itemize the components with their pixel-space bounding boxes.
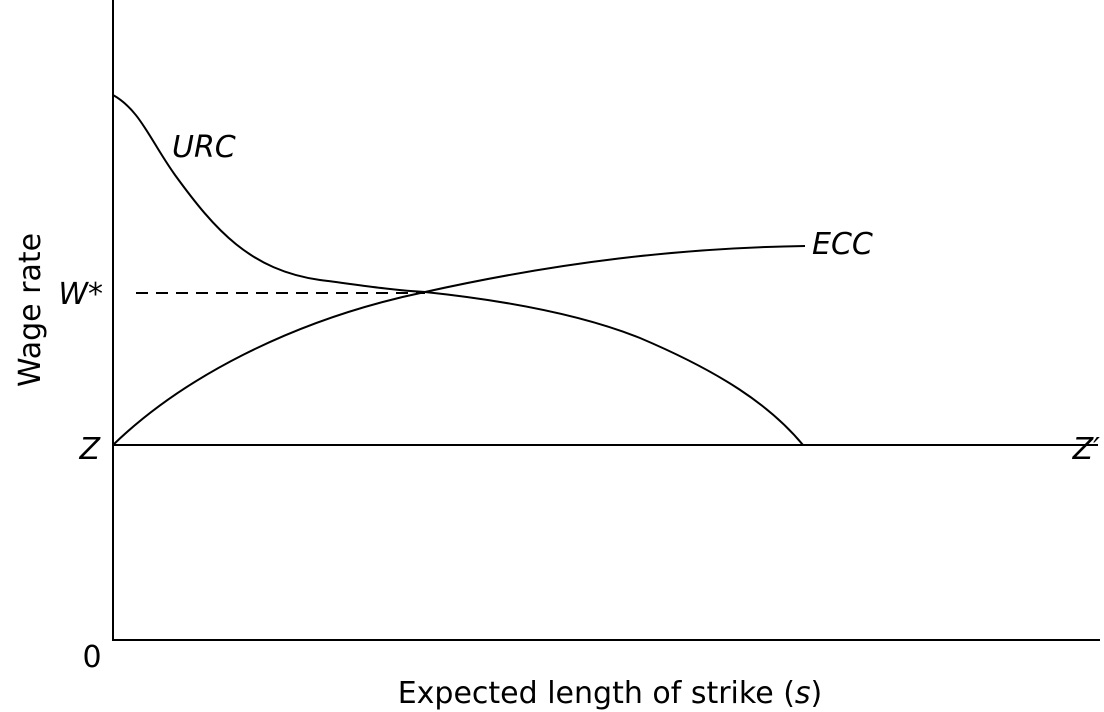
ecc-curve <box>112 245 806 446</box>
ecc-label: ECC <box>812 227 873 262</box>
x-axis-label: Expected length of strike (s) <box>398 676 823 711</box>
urc-label: URC <box>172 130 236 165</box>
x-axis-label-close: ) <box>811 676 823 711</box>
z-prime-label: Z′ <box>1072 432 1101 467</box>
z-label: Z <box>78 432 101 467</box>
urc-curve <box>112 94 804 446</box>
w-star-label: W* <box>58 277 103 312</box>
x-axis-label-variable: s <box>795 676 811 711</box>
y-axis-label: Wage rate <box>13 233 48 387</box>
origin-label: 0 <box>82 640 101 675</box>
x-axis-label-text: Expected length of strike ( <box>398 676 795 711</box>
